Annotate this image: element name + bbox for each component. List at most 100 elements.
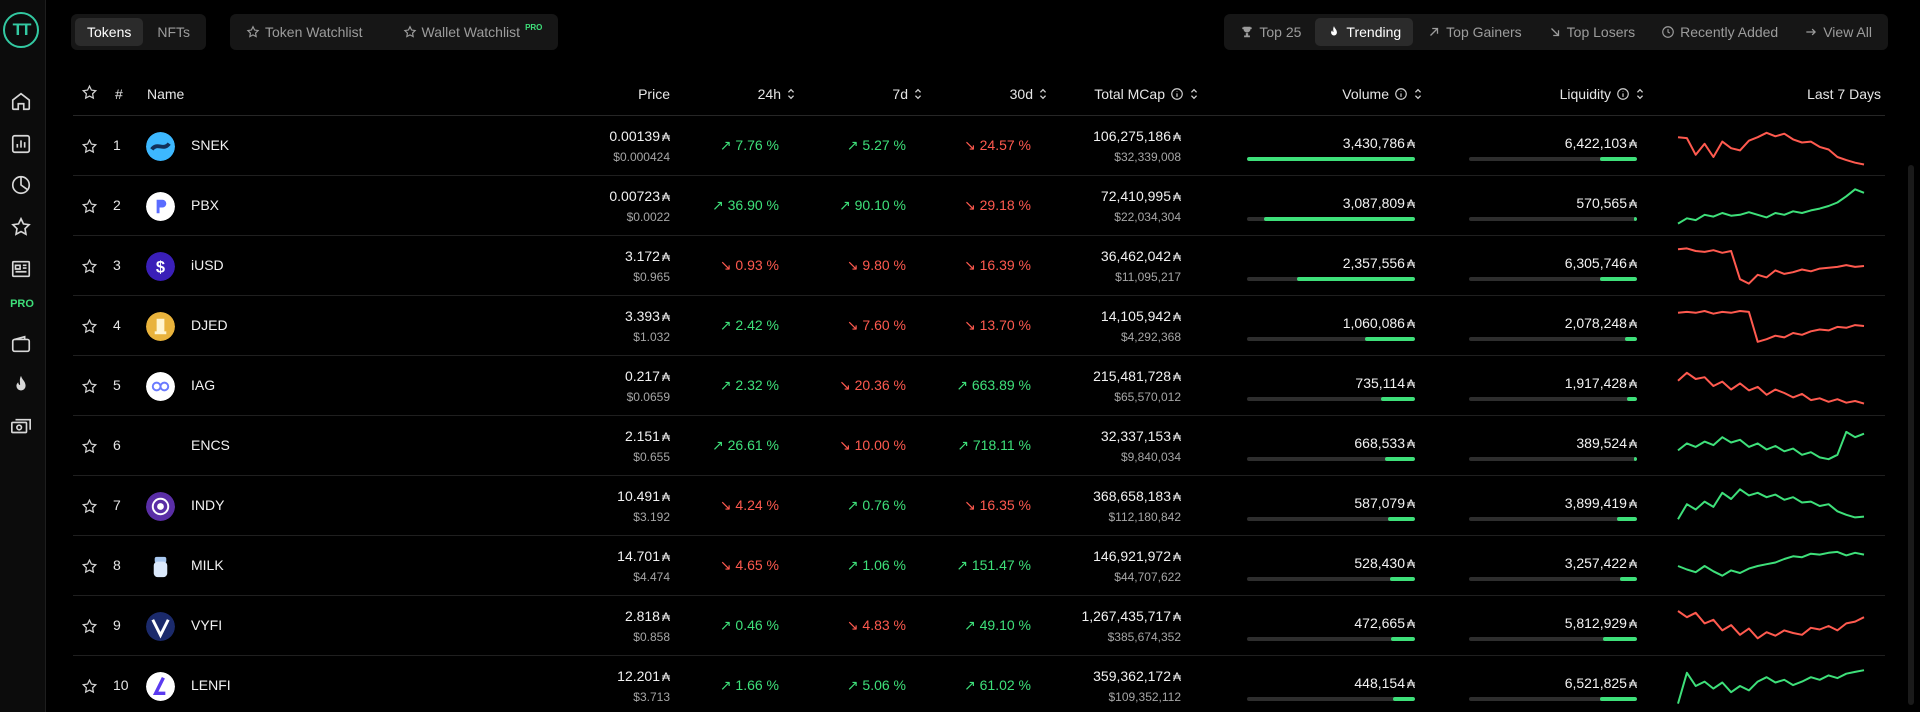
change-30d: ↘ 13.70 % [964, 317, 1031, 334]
watchlist-star-icon[interactable] [81, 378, 98, 395]
money-icon[interactable] [10, 416, 32, 438]
sort-icon [1636, 88, 1644, 100]
volume-bar-fill [1263, 217, 1415, 221]
header-volume[interactable]: Volume [1342, 86, 1423, 102]
arrow-down-right-icon [1550, 28, 1559, 37]
filter-recently-added[interactable]: Recently Added [1649, 18, 1790, 46]
currency-symbol: ₳ [1406, 377, 1415, 391]
token-name[interactable]: SNEK [191, 137, 230, 153]
watchlist-star-icon[interactable] [81, 138, 98, 155]
wallet-icon[interactable] [10, 333, 32, 355]
home-icon[interactable] [10, 90, 32, 112]
token-name[interactable]: LENFI [191, 677, 231, 693]
liquidity-bar-fill [1600, 157, 1637, 161]
watchlist-star-icon[interactable] [81, 498, 98, 515]
mcap-ada: 1,267,435,717 ₳ [1081, 608, 1181, 624]
fire-icon[interactable] [10, 374, 32, 396]
watchlist-star-icon[interactable] [81, 438, 98, 455]
volume-bar-fill [1247, 157, 1415, 161]
filter-top-25[interactable]: Top 25 [1228, 18, 1313, 46]
filter-label: Trending [1346, 24, 1402, 40]
pie-icon[interactable] [10, 174, 32, 196]
sparkline-chart [1677, 669, 1865, 704]
volume-value: 3,087,809 [1342, 195, 1405, 211]
volume-ada: 735,114 ₳ [1355, 375, 1415, 391]
header-30d[interactable]: 30d [1010, 86, 1048, 102]
table-row[interactable]: 2 PBX 0.00723 ₳ $0.0022 ↗ 36.90 % ↗ 90.10… [73, 176, 1885, 236]
currency-symbol: ₳ [1406, 437, 1415, 451]
token-name[interactable]: MILK [191, 557, 224, 573]
token-name[interactable]: DJED [191, 317, 228, 333]
table-row[interactable]: 8 MILK 14.701 ₳ $4.474 ↘ 4.65 % ↗ 1.06 % … [73, 536, 1885, 596]
token-logo-icon [146, 492, 175, 521]
currency-symbol: ₳ [1628, 557, 1637, 571]
volume-ada: 3,430,786 ₳ [1343, 135, 1415, 151]
mcap-usd: $65,570,012 [1114, 390, 1181, 404]
star-icon[interactable] [10, 216, 32, 238]
table-row[interactable]: 3 $ iUSD 3.172 ₳ $0.965 ↘ 0.93 % ↘ 9.80 %… [73, 236, 1885, 296]
watchlist-star-icon[interactable] [81, 258, 98, 275]
news-icon[interactable] [10, 258, 32, 280]
header-24h[interactable]: 24h [758, 86, 796, 102]
token-name[interactable]: ENCS [191, 437, 230, 453]
currency-symbol: ₳ [1628, 497, 1637, 511]
table-row[interactable]: 9 VYFI 2.818 ₳ $0.858 ↗ 0.46 % ↘ 4.83 % ↗… [73, 596, 1885, 656]
sidebar: TT PRO [0, 0, 46, 712]
table-row[interactable]: 4 DJED 3.393 ₳ $1.032 ↗ 2.42 % ↘ 7.60 % ↘… [73, 296, 1885, 356]
change-30d: ↗ 49.10 % [964, 617, 1031, 634]
watchlist-star-icon[interactable] [81, 198, 98, 215]
change-24h: ↗ 1.66 % [720, 677, 779, 694]
token-name[interactable]: INDY [191, 497, 225, 513]
price-value: 12.201 [617, 668, 660, 684]
liquidity-value: 2,078,248 [1564, 315, 1627, 331]
chart-icon[interactable] [10, 133, 32, 155]
fire-icon [1331, 26, 1338, 36]
header-total-mcap[interactable]: Total MCap [1094, 86, 1199, 102]
price-value: 3.172 [624, 248, 660, 264]
header-label: 30d [1009, 86, 1033, 102]
sparkline-chart [1677, 247, 1865, 285]
rank: 4 [113, 317, 121, 333]
volume-bar [1247, 337, 1415, 341]
token-name[interactable]: iUSD [191, 257, 224, 273]
table-row[interactable]: 7 INDY 10.491 ₳ $3.192 ↘ 4.24 % ↗ 0.76 % … [73, 476, 1885, 536]
header-7d[interactable]: 7d [892, 86, 923, 102]
arrow-down-right-icon: ↘ [964, 197, 976, 213]
table-row[interactable]: 10 LENFI 12.201 ₳ $3.713 ↗ 1.66 % ↗ 5.06 … [73, 656, 1885, 712]
mcap-ada: 72,410,995 ₳ [1101, 188, 1181, 204]
watchlist-star-icon[interactable] [81, 558, 98, 575]
token-name[interactable]: PBX [191, 197, 220, 213]
filter-view-all[interactable]: View All [1792, 18, 1884, 46]
token-logo-icon [146, 372, 175, 401]
currency-symbol: ₳ [1406, 137, 1415, 151]
watchlist-star-icon[interactable] [81, 318, 98, 335]
header-liquidity[interactable]: Liquidity [1560, 86, 1645, 102]
app-logo-icon[interactable]: TT [3, 12, 39, 48]
table-row[interactable]: 1 SNEK 0.00139 ₳ $0.000424 ↗ 7.76 % ↗ 5.2… [73, 116, 1885, 176]
filter-label: Top Losers [1566, 24, 1636, 40]
watchlist-star-icon[interactable] [81, 678, 98, 695]
filter-top-gainers[interactable]: Top Gainers [1415, 18, 1533, 46]
filter-top-losers[interactable]: Top Losers [1536, 18, 1647, 46]
table-row[interactable]: 6 ENCS 2.151 ₳ $0.655 ↗ 26.61 % ↘ 10.00 %… [73, 416, 1885, 476]
header-star-icon[interactable] [81, 84, 98, 101]
liquidity-bar [1469, 337, 1637, 341]
currency-symbol: ₳ [661, 610, 670, 624]
token-name[interactable]: VYFI [191, 617, 223, 633]
scrollbar[interactable] [1908, 165, 1914, 705]
tab-wallet-watchlist[interactable]: Wallet Watchlist PRO [391, 18, 555, 46]
table-row[interactable]: 5 IAG 0.217 ₳ $0.0659 ↗ 2.32 % ↘ 20.36 % … [73, 356, 1885, 416]
tab-token-watchlist[interactable]: Token Watchlist [234, 18, 375, 46]
volume-bar [1247, 637, 1415, 641]
info-icon [1395, 88, 1407, 100]
arrow-right-icon [1806, 28, 1817, 36]
tab-nfts[interactable]: NFTs [157, 24, 191, 40]
header-label: Volume [1342, 86, 1389, 102]
watchlist-star-icon[interactable] [81, 618, 98, 635]
price-usd: $0.0022 [626, 210, 670, 224]
tab-tokens[interactable]: Tokens [75, 18, 144, 46]
token-name[interactable]: IAG [191, 377, 216, 393]
star-icon [403, 25, 416, 38]
header-label: 7d [892, 86, 908, 102]
filter-trending[interactable]: Trending [1315, 18, 1414, 46]
